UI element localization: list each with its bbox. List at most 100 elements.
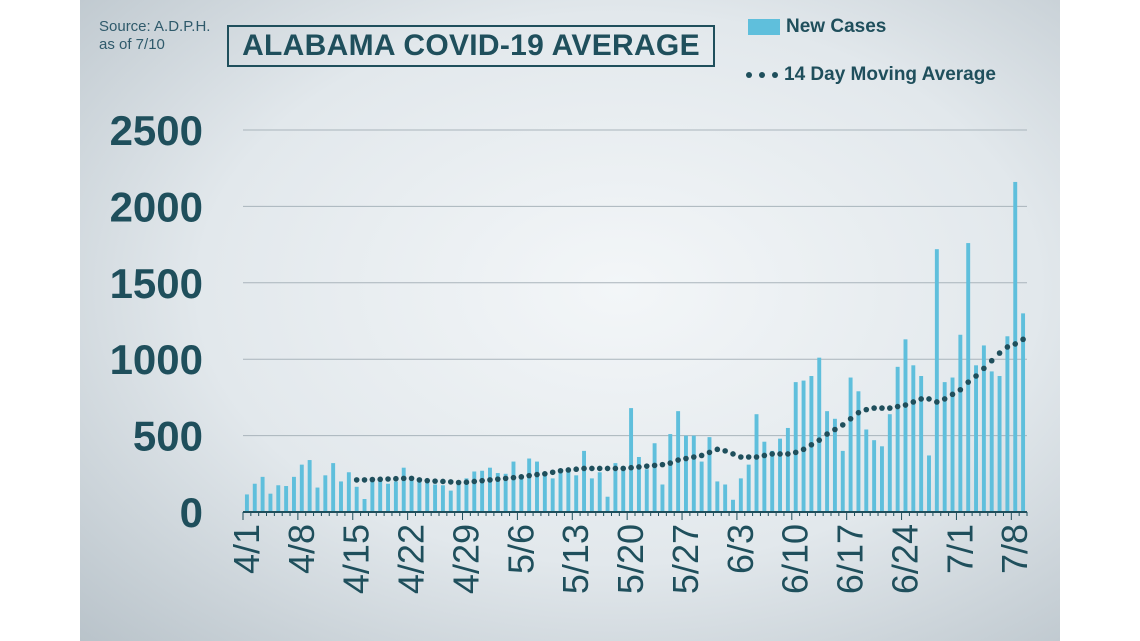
average-point [416, 477, 423, 483]
average-point [565, 467, 572, 473]
average-point [698, 452, 705, 459]
bar [872, 440, 877, 512]
bar [950, 377, 955, 512]
average-point [769, 451, 775, 457]
x-tick-label: 4/1 [226, 524, 267, 574]
average-point [887, 405, 893, 411]
average-point [447, 479, 454, 485]
average-point [557, 467, 564, 474]
bar [723, 484, 728, 512]
bar [574, 475, 579, 512]
average-point [839, 422, 846, 428]
bar [974, 365, 978, 512]
average-point [996, 350, 1003, 356]
x-tick-label: 6/3 [720, 524, 761, 574]
x-tick-label: 4/22 [391, 524, 432, 594]
average-point [612, 465, 619, 472]
average-point [941, 396, 948, 402]
bar [668, 434, 673, 512]
bar [401, 467, 406, 512]
average-point [424, 477, 431, 484]
bar [621, 466, 626, 512]
average-point [471, 478, 478, 485]
bar [370, 481, 375, 512]
bar [997, 376, 1002, 512]
bar [644, 469, 649, 512]
bar [880, 446, 884, 512]
bar [746, 464, 751, 512]
average-point [957, 386, 964, 393]
bar [542, 475, 547, 512]
bar [503, 473, 508, 512]
average-point [369, 476, 376, 483]
bar [895, 366, 900, 512]
bar [684, 435, 688, 512]
average-point [549, 469, 556, 476]
average-point [894, 403, 901, 410]
average-point [651, 462, 658, 469]
as-of-line: as of 7/10 [99, 36, 165, 53]
average-point [636, 464, 642, 470]
bar [738, 478, 743, 512]
moving-average-line [353, 336, 1026, 486]
x-tick-label: 6/10 [775, 524, 816, 594]
average-point [432, 478, 438, 484]
average-point [761, 452, 768, 459]
average-point [487, 477, 493, 483]
bar [346, 472, 351, 512]
x-axis: 4/1 4/8 4/15 4/22 4/29 5/6 5/13 5/20 5/27 6/3 6/10… [226, 511, 1035, 594]
average-point [691, 454, 697, 460]
average-point [643, 463, 650, 469]
x-tick-label: 6/24 [884, 524, 925, 594]
average-point [440, 478, 446, 485]
bar [699, 461, 704, 512]
average-point [675, 457, 681, 463]
y-tick-label: 1500 [110, 260, 203, 307]
legend-dots-swatch [746, 72, 778, 78]
bar [480, 470, 485, 512]
average-point [934, 399, 940, 405]
bar [433, 484, 438, 512]
bar [1021, 313, 1026, 512]
x-tick-label: 7/1 [939, 524, 980, 574]
average-point [479, 477, 485, 484]
bar [362, 499, 367, 512]
average-point [502, 475, 509, 482]
bar [919, 376, 924, 512]
bar [378, 479, 383, 512]
bar [315, 487, 320, 512]
bars-group [244, 181, 1026, 512]
bar [731, 499, 735, 512]
bar [299, 464, 304, 512]
bar [629, 408, 634, 512]
average-point [981, 365, 987, 372]
bar [754, 414, 759, 512]
average-point [965, 379, 971, 385]
bar [495, 473, 500, 512]
bar [354, 486, 359, 512]
bar [535, 461, 539, 512]
average-point [753, 454, 760, 460]
bar [934, 249, 939, 512]
average-point [510, 474, 517, 481]
bar [276, 485, 281, 512]
bar [440, 485, 445, 512]
average-point [683, 455, 689, 462]
bar [958, 334, 963, 512]
x-tick-label: 5/27 [665, 524, 706, 594]
x-tick-label: 4/29 [445, 524, 486, 594]
average-point [855, 409, 862, 416]
bar [284, 486, 289, 512]
average-point [847, 415, 854, 422]
chart-title: ALABAMA COVID-19 AVERAGE [242, 29, 700, 62]
x-tick-label: 4/8 [281, 524, 322, 574]
bar [582, 450, 586, 512]
average-point [879, 405, 885, 411]
average-point [722, 448, 728, 454]
bar [417, 481, 422, 512]
bar [691, 435, 696, 512]
bar [887, 414, 892, 512]
legend-bar-swatch [748, 19, 780, 35]
bar [268, 493, 273, 512]
